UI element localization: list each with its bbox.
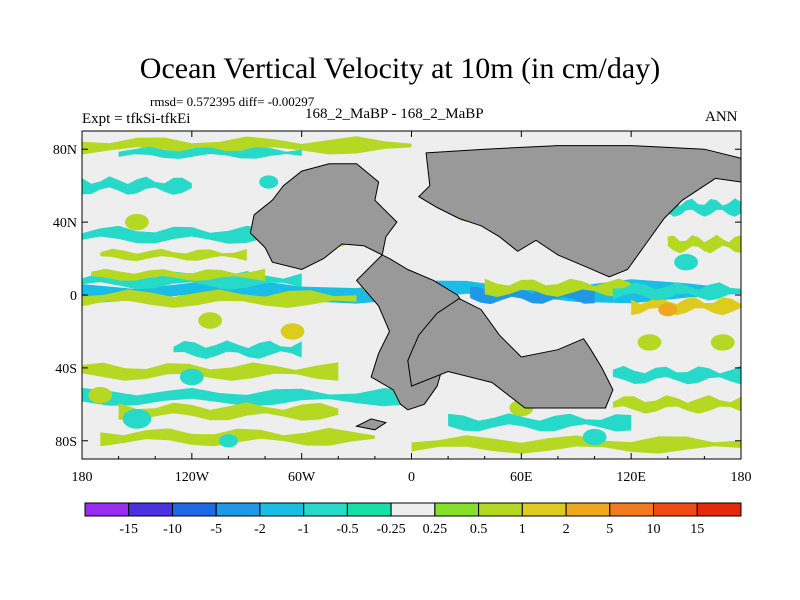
field-band [82,176,192,195]
y-tick-label: 40S [55,362,77,377]
field-band [82,289,357,308]
colorbar-swatch [434,502,480,517]
field-band [667,234,741,254]
colorbar-label: 10 [647,522,661,537]
field-band [411,435,741,454]
colorbar-swatch [653,502,698,517]
colorbar-swatch [346,502,392,517]
field-blob [179,368,204,386]
colorbar-swatch [84,502,130,517]
x-tick-label: 0 [408,470,415,485]
season-label: ANN [705,109,738,125]
field-band [82,225,302,244]
field-band [470,285,595,305]
colorbar-swatch [215,502,261,517]
field-band [448,413,632,432]
land-antarctic_islands [355,418,388,431]
colorbar-swatch [521,502,567,517]
stats-label: rmsd= 0.572395 diff= -0.00297 [150,94,315,109]
colorbar-label: -2 [254,522,266,537]
field-band [631,296,741,316]
colorbar-label: 0.5 [470,522,488,537]
case-label: 168_2_MaBP - 168_2_MaBP [305,106,484,122]
field-blob [122,409,152,429]
y-tick-label: 40N [53,216,77,231]
y-tick-label: 0 [70,289,77,304]
colorbar-swatch [478,502,523,517]
field-blob [124,213,149,231]
colorbar-label: -5 [210,522,222,537]
colorbar-label: 1 [519,522,526,537]
field-band [118,402,339,421]
colorbar-label: -0.25 [377,522,406,537]
x-tick-label: 180 [731,470,752,485]
x-tick-label: 60E [510,470,533,485]
field-blob [259,175,279,189]
colorbar-label: -0.5 [336,522,358,537]
colorbar-label: -10 [163,522,182,537]
colorbar-swatch [172,502,217,517]
field-band [667,198,741,217]
field-band [91,268,266,282]
field-blob [658,303,678,317]
colorbar-swatch [303,502,348,517]
field-band [612,395,741,414]
colorbar-label: 2 [563,522,570,537]
colorbar-swatch [609,502,654,517]
colorbar-swatch [565,502,611,517]
experiment-label: Expt = tfkSi-tfkEi [82,111,191,127]
colorbar-swatch [696,502,742,517]
chart-title: Ocean Vertical Velocity at 10m (in cm/da… [139,52,661,85]
field-band [612,365,741,385]
field-band [118,146,302,159]
y-tick-label: 80S [55,435,77,450]
colorbar-label: 0.25 [423,522,448,537]
x-tick-label: 120W [175,470,210,485]
x-tick-label: 180 [72,470,93,485]
field-band [100,427,375,447]
field-blob [710,334,735,351]
land-layer [249,145,741,431]
field-band [484,278,632,297]
y-tick-label: 80N [53,143,77,158]
field-band [100,248,247,261]
land-eurasia [417,145,741,278]
field-blob [218,434,238,448]
colorbar-label: -15 [119,522,138,537]
x-tick-label: 120E [616,470,646,485]
colorbar-swatch [128,502,173,517]
field-blob [198,312,223,329]
field-blob [674,254,698,271]
field-band [82,387,412,407]
colorbar-swatch [390,502,436,517]
field-blob [280,323,305,340]
field-band [82,136,412,155]
colorbar: -15 -10 -5 -2 -1 -0.5 -0.25 0.25 0.5 1 2 5 10 15 [84,502,742,537]
field-blob [88,387,113,404]
land-africa_australia [407,298,614,409]
colorbar-label: -1 [298,522,310,537]
field-blob [582,428,607,446]
colorbar-swatch [259,502,305,517]
field-band [612,282,741,301]
field-blob [637,334,662,351]
colorbar-label: 15 [690,522,704,537]
axis-ticks: 180 120W 60W 0 60E 120E 180 80N 40N 0 40S 80S [53,131,752,485]
field-band [173,340,302,359]
field-band [82,362,339,381]
x-tick-label: 60W [288,470,316,485]
colorbar-label: 5 [606,522,613,537]
